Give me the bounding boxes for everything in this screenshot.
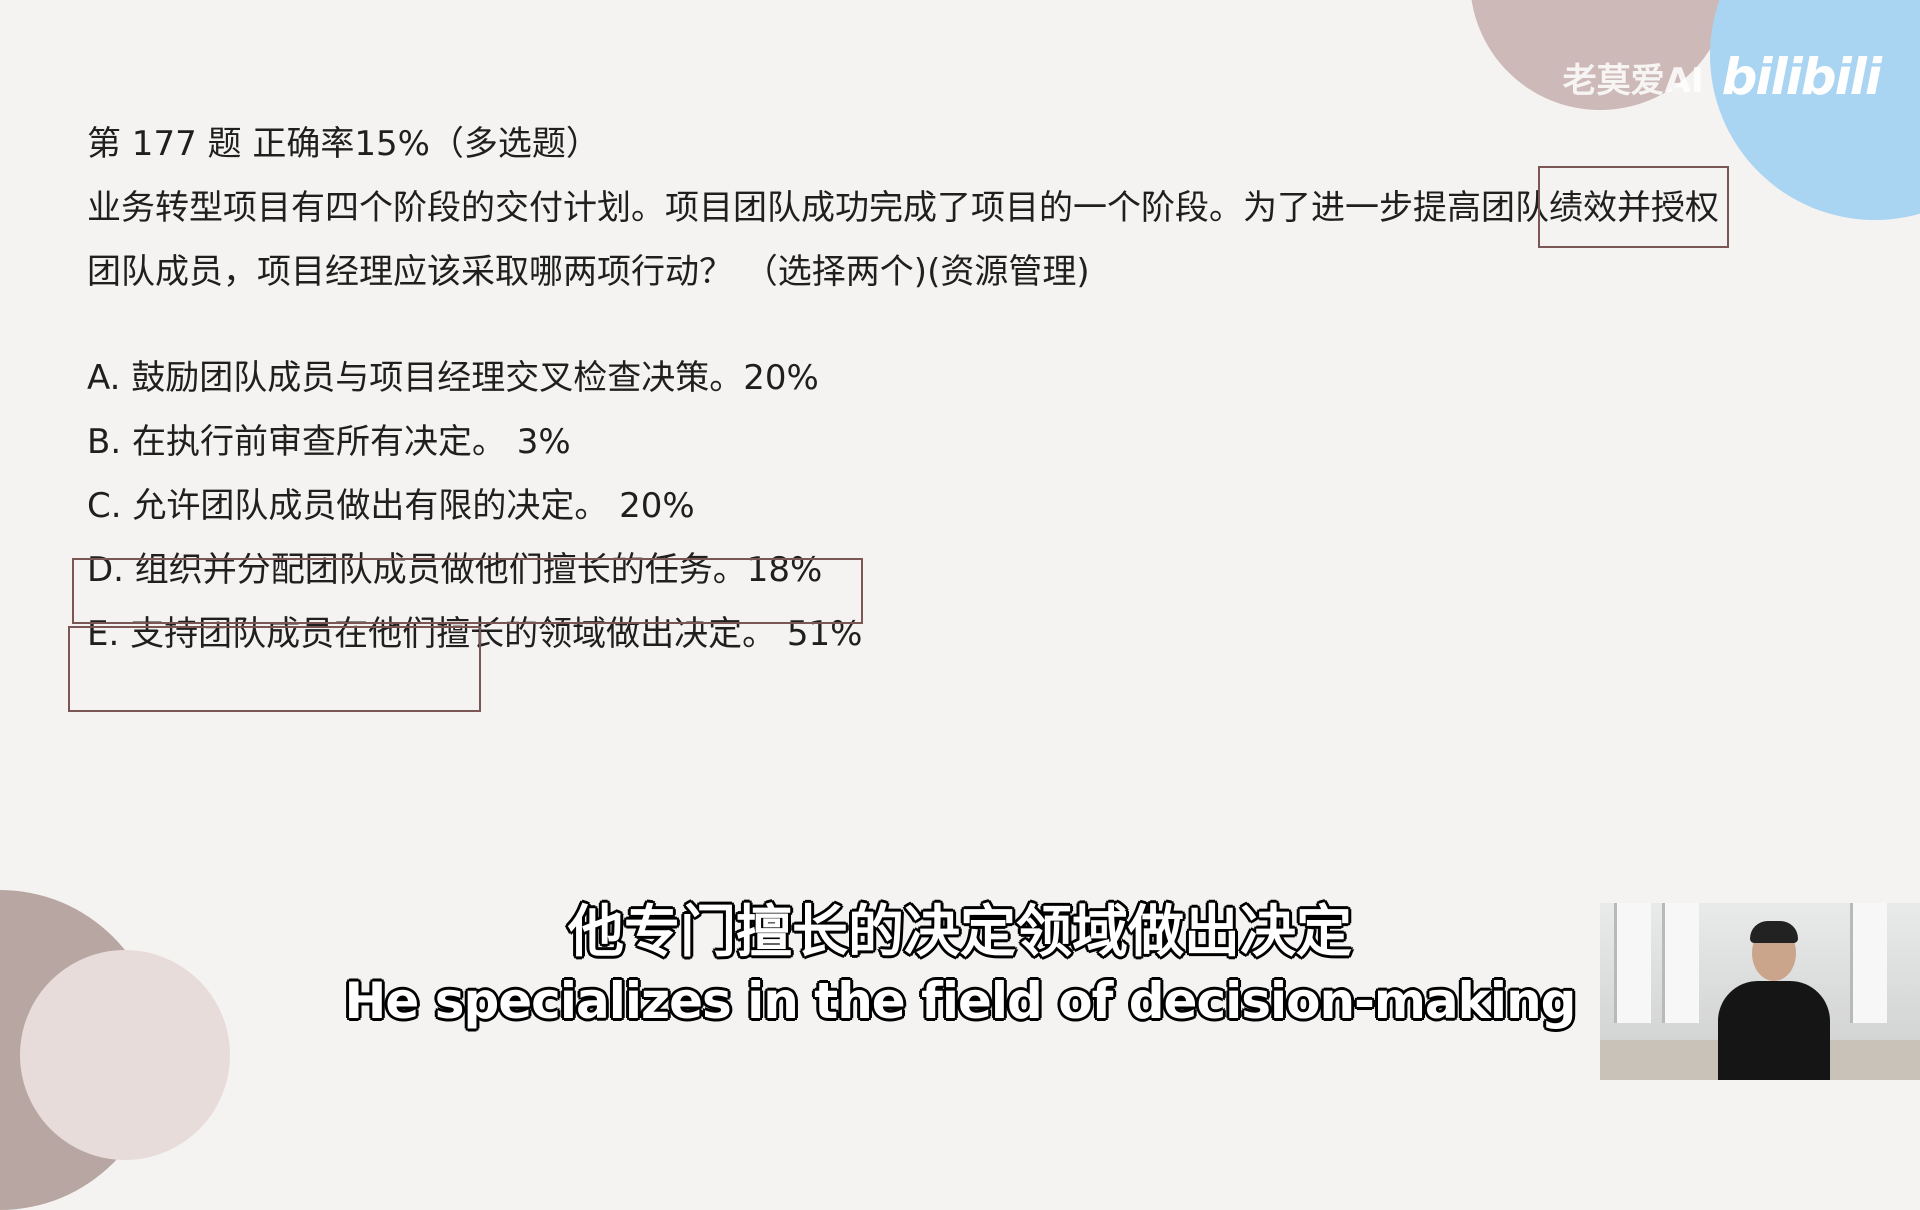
decor-circle-blue xyxy=(1710,0,1920,220)
question-text-line-1: 业务转型项目有四个阶段的交付计划。项目团队成功完成了项目的一个阶段。为了进一步提… xyxy=(87,188,1719,228)
option-e: E. 支持团队成员在他们擅长的领域做出决定。 51% xyxy=(87,614,863,654)
presenter-hair xyxy=(1750,921,1798,943)
highlight-option-e xyxy=(68,626,481,712)
question-text-line-2: 团队成员，项目经理应该采取哪两项行动？ （选择两个)(资源管理) xyxy=(87,252,1090,292)
option-d: D. 组织并分配团队成员做他们擅长的任务。18% xyxy=(87,550,823,590)
subtitle-chinese: 他专门擅长的决定领域做出决定 xyxy=(568,900,1352,965)
option-c: C. 允许团队成员做出有限的决定。 20% xyxy=(87,486,695,526)
highlight-option-d xyxy=(72,558,863,624)
option-a: A. 鼓励团队成员与项目经理交叉检查决策。20% xyxy=(87,358,819,398)
option-b: B. 在执行前审查所有决定。 3% xyxy=(87,422,571,462)
question-header: 第 177 题 正确率15%（多选题） xyxy=(87,124,600,164)
answer-options: A. 鼓励团队成员与项目经理交叉检查决策。20% B. 在执行前审查所有决定。 … xyxy=(87,346,1719,666)
presenter-webcam xyxy=(1600,903,1920,1080)
webcam-window-frame xyxy=(1850,903,1887,1023)
bilibili-logo: bilibili xyxy=(1721,48,1882,106)
question-slide: 第 177 题 正确率15%（多选题） 业务转型项目有四个阶段的交付计划。项目团… xyxy=(87,112,1719,666)
webcam-window-frame xyxy=(1614,903,1651,1023)
presenter-body xyxy=(1718,981,1830,1080)
channel-name: 老莫爱AI xyxy=(1562,60,1704,101)
subtitle-area: 他专门擅长的决定领域做出决定 He specializes in the fie… xyxy=(0,898,1920,1034)
subtitle-english: He specializes in the field of decision-… xyxy=(344,972,1577,1030)
highlight-team-performance xyxy=(1538,166,1729,248)
webcam-window-frame xyxy=(1662,903,1699,1023)
channel-watermark: 老莫爱AI bilibili xyxy=(1562,48,1882,106)
